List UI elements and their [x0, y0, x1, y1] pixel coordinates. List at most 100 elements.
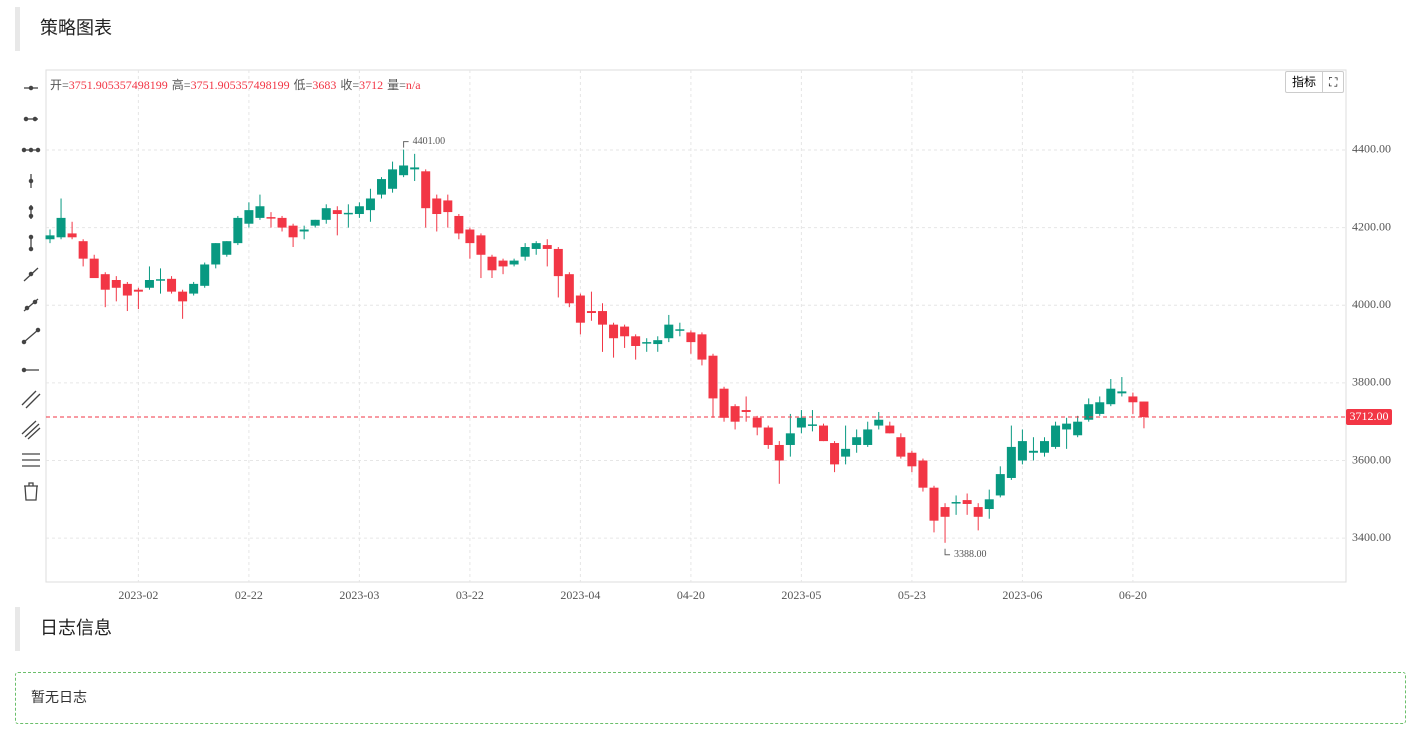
candle-body — [122, 283, 132, 296]
y-tick-label: 3800.00 — [1352, 375, 1391, 389]
indicator-button[interactable]: 指标 ⛶ — [1285, 71, 1345, 93]
candle-body — [509, 260, 519, 265]
marker-arrow — [944, 548, 951, 556]
candle-body — [321, 208, 331, 220]
candle-body — [200, 264, 210, 286]
candle-body — [686, 332, 696, 343]
legend-key: 低= — [293, 78, 313, 92]
candle-body — [56, 217, 66, 238]
candle-body — [1084, 404, 1094, 420]
candle-body — [266, 217, 276, 219]
candle-body — [984, 499, 994, 510]
candle-body — [940, 507, 950, 517]
candle-body — [885, 425, 895, 434]
marker-label: 4401.00 — [413, 136, 446, 147]
candle-body — [233, 217, 243, 244]
candle-body — [144, 280, 154, 288]
candle-body — [1051, 425, 1061, 447]
candle-body — [487, 256, 497, 271]
candle-body — [962, 500, 972, 504]
candle-body — [498, 260, 508, 267]
candle-body — [819, 425, 828, 442]
drawing-toolbar — [21, 85, 41, 501]
candle-body — [642, 342, 652, 344]
candle-body — [465, 229, 475, 244]
candle-body — [1095, 402, 1105, 414]
candle-body — [310, 219, 320, 226]
candle-body — [111, 280, 121, 288]
candle-body — [365, 198, 375, 211]
candle-body — [255, 206, 265, 218]
x-tick-label: 2023-05 — [781, 588, 821, 600]
x-tick-label: 2023-03 — [339, 588, 379, 600]
candle-body — [586, 311, 596, 313]
candle-body — [244, 210, 254, 224]
button-label[interactable]: 指标 — [1292, 75, 1317, 89]
candle-body — [785, 433, 795, 445]
candle-body — [774, 444, 784, 461]
candle-body — [476, 235, 486, 255]
candle-body — [399, 165, 409, 176]
candle-body — [863, 429, 873, 445]
candle-body — [67, 233, 77, 238]
candle-body — [288, 225, 298, 238]
marker-arrow — [403, 141, 409, 148]
marker-label: 3388.00 — [954, 549, 987, 560]
x-tick-label: 2023-04 — [560, 588, 600, 600]
section-title: 策略图表 — [15, 7, 112, 51]
candle-body — [222, 241, 232, 255]
x-tick-label: 2023-02 — [118, 588, 158, 600]
candle-body — [852, 437, 862, 445]
candle-body — [454, 215, 464, 234]
candle-body — [167, 278, 177, 292]
legend-value: 3751.905357498199 — [68, 78, 168, 92]
candle-body — [156, 279, 165, 281]
legend-value: 3751.905357498199 — [190, 78, 290, 92]
candle-body — [1017, 441, 1027, 461]
legend-key: 开= — [50, 78, 69, 92]
candle-body — [388, 169, 398, 189]
last-price-tag — [1346, 409, 1392, 426]
section-title: 日志信息 — [15, 607, 112, 651]
last-price-label: 3712.00 — [1350, 409, 1389, 423]
y-tick-label: 4400.00 — [1352, 142, 1391, 156]
candle-body — [211, 243, 221, 265]
candle-body — [575, 295, 585, 323]
candle-body — [841, 448, 851, 457]
candle-body — [830, 443, 840, 465]
candle-body — [896, 437, 906, 457]
candle-body — [752, 417, 762, 428]
plot-frame — [45, 69, 1347, 583]
candle-body — [1117, 391, 1127, 394]
candle-body — [1028, 450, 1038, 453]
x-tick-label: 2023-06 — [1002, 588, 1042, 600]
candle-body — [542, 245, 552, 249]
candle-body — [432, 198, 442, 215]
x-tick-label: 03-22 — [456, 588, 484, 600]
candle-body — [973, 507, 983, 517]
candle-body — [664, 324, 674, 339]
log-empty: 暂无日志 — [15, 672, 1406, 724]
candle-body — [277, 217, 287, 228]
candle-body — [598, 311, 607, 325]
candle-body — [1073, 421, 1083, 436]
candle-body — [377, 179, 386, 195]
candle-body — [929, 487, 939, 521]
legend-value: n/a — [405, 78, 421, 92]
candle-body — [354, 206, 364, 215]
candle-body — [343, 212, 353, 215]
candle-body — [410, 167, 420, 170]
chart: 3400.00 3600.00 3800.00 4000.00 4200.00 4400.… — [21, 69, 1392, 600]
candle-body — [708, 355, 718, 399]
candle-body — [421, 171, 431, 209]
legend-key: 收= — [340, 78, 360, 92]
candle-body — [807, 424, 817, 426]
candle-body — [299, 229, 309, 232]
candle-body — [78, 241, 88, 259]
candle-body — [520, 247, 530, 257]
candle-body — [907, 452, 917, 467]
candle-body — [951, 502, 961, 504]
fullscreen-icon[interactable]: ⛶ — [1322, 72, 1343, 92]
ohlc-legend: 开=3751.905357498199 高=3751.905357498199 低=… — [50, 76, 425, 93]
candle-body — [631, 336, 641, 346]
